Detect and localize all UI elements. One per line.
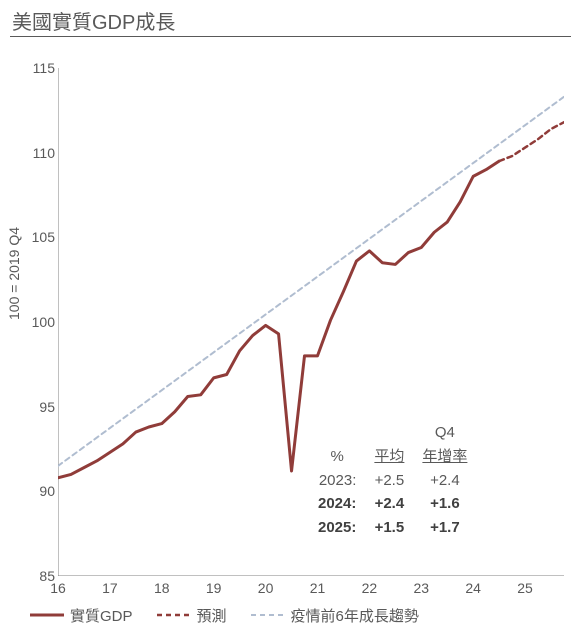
title-underline xyxy=(10,36,571,37)
annot-pct-header: % xyxy=(310,446,364,468)
y-tick-label: 95 xyxy=(5,399,55,415)
legend-item-trend: 疫情前6年成長趨勢 xyxy=(251,605,419,626)
legend-label-trend: 疫情前6年成長趨勢 xyxy=(291,605,419,626)
annot-q4yoy-header: 年增率 xyxy=(422,448,467,465)
forecast-table: Q4 % 平均 年增率 2023:+2.5+2.42024:+2.4+1.620… xyxy=(308,420,477,541)
legend-item-forecast: 預測 xyxy=(157,605,227,626)
forecast-table-row: 2025:+1.5+1.7 xyxy=(310,517,475,539)
y-tick-label: 115 xyxy=(5,60,55,76)
x-tick-label: 23 xyxy=(413,580,429,596)
x-tick-label: 21 xyxy=(310,580,326,596)
x-tick-label: 16 xyxy=(50,580,66,596)
chart-title: 美國實質GDP成長 xyxy=(12,6,175,35)
x-tick-label: 22 xyxy=(362,580,378,596)
y-tick-label: 110 xyxy=(5,145,55,161)
legend-label-real-gdp: 實質GDP xyxy=(70,605,133,626)
x-tick-label: 17 xyxy=(102,580,118,596)
x-tick-label: 19 xyxy=(206,580,222,596)
x-tick-label: 25 xyxy=(517,580,533,596)
y-tick-label: 100 xyxy=(5,314,55,330)
x-tick-label: 24 xyxy=(465,580,481,596)
forecast-table-row: 2024:+2.4+1.6 xyxy=(310,493,475,515)
legend-swatch-trend xyxy=(251,610,285,620)
legend-label-forecast: 預測 xyxy=(197,605,227,626)
chart-container: 美國實質GDP成長 100 = 2019 Q4 8590951001051101… xyxy=(0,0,581,632)
y-tick-label: 90 xyxy=(5,483,55,499)
legend: 實質GDP 預測 疫情前6年成長趨勢 xyxy=(30,604,570,626)
annot-avg-header: 平均 xyxy=(374,448,404,465)
x-tick-label: 18 xyxy=(154,580,170,596)
legend-item-real-gdp: 實質GDP xyxy=(30,605,133,626)
forecast-table-row: 2023:+2.5+2.4 xyxy=(310,470,475,492)
y-tick-label: 105 xyxy=(5,229,55,245)
y-tick-label: 85 xyxy=(5,568,55,584)
legend-swatch-real-gdp xyxy=(30,610,64,620)
x-tick-label: 20 xyxy=(258,580,274,596)
legend-swatch-forecast xyxy=(157,610,191,620)
annot-q4-header: Q4 xyxy=(414,422,475,444)
